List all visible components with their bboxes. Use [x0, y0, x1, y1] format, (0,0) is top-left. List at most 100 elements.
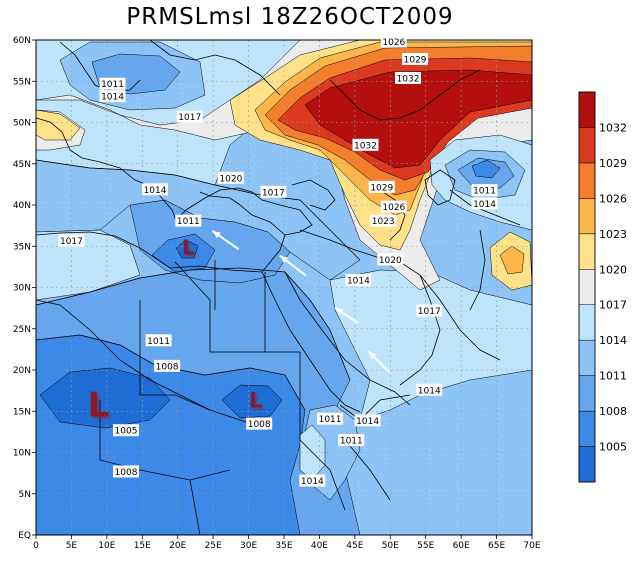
- isobar-label-text: 1014: [347, 277, 370, 287]
- low-marker-shadow: L: [251, 390, 264, 414]
- isobar-label-bg: [345, 274, 372, 287]
- low-marker-letter: L: [249, 388, 262, 412]
- isobar-label-bg: [352, 138, 379, 151]
- isobar-label: 1020: [217, 171, 244, 184]
- wind-arrow: [367, 350, 390, 373]
- low-marker-letter: L: [182, 235, 195, 259]
- isobar-label: 1029: [368, 180, 395, 193]
- colorbar-swatch: [578, 339, 596, 376]
- isobar-label-bg: [471, 197, 498, 210]
- isobar-label-text: 1026: [382, 38, 405, 48]
- isobar-label-bg: [338, 434, 365, 447]
- isobar-label-text: 1008: [156, 362, 179, 372]
- map-title: PRMSLmsl 18Z26OCT2009: [126, 4, 454, 30]
- x-tick-label: 0: [33, 541, 39, 551]
- isobar-label: 1017: [260, 185, 287, 198]
- isobar-label-text: 1029: [370, 183, 393, 193]
- isobar-label-text: 1017: [178, 113, 201, 123]
- isobar-label: 1020: [377, 253, 404, 266]
- wind-arrow-head: [213, 231, 221, 239]
- field-1005-med: [175, 239, 199, 259]
- isobar-label-text: 1017: [262, 188, 285, 198]
- isobar-label-text: 1011: [147, 337, 170, 347]
- isobar-label-text: 1014: [144, 186, 167, 196]
- isobar-label-bg: [246, 417, 273, 430]
- colorbar-swatch: [578, 233, 596, 270]
- isobar-label: 1011: [471, 184, 498, 197]
- isobar-label-text: 1011: [473, 187, 496, 197]
- x-tick-label: 5E: [66, 541, 78, 551]
- isobar-label-text: 1020: [379, 256, 402, 266]
- y-tick-label: 10N: [13, 449, 31, 459]
- isobar-label-bg: [142, 183, 169, 196]
- isobar-label: 1014: [142, 183, 169, 196]
- field-1026-east: [499, 245, 525, 275]
- isobar-label-text: 1008: [248, 420, 271, 430]
- colorbar-swatch: [578, 269, 596, 305]
- x-tick-label: 65E: [488, 541, 505, 551]
- isobar-labels: 1026 1029 1032 1011 1014 1017 1032 1020 1017 1014…: [58, 35, 498, 487]
- isobar-label-bg: [354, 414, 381, 427]
- x-tick-label: 40E: [311, 541, 328, 551]
- isobar-label-text: 1026: [382, 203, 405, 213]
- isobar-label: 1017: [176, 110, 203, 123]
- isobar-label-text: 1014: [356, 417, 379, 427]
- colorbar-swatch: [578, 91, 596, 128]
- x-tick-label: 10E: [98, 541, 115, 551]
- isobar-label-text: 1029: [404, 55, 427, 65]
- isobar-label-text: 1005: [115, 427, 138, 437]
- colorbar-swatch: [578, 375, 596, 412]
- field-1017-westmed: [36, 229, 141, 301]
- x-tick-label: 45E: [346, 541, 363, 551]
- y-tick-label: EQ: [18, 531, 31, 541]
- x-tick-label: 70E: [523, 541, 540, 551]
- low-pressure-marker: LL: [249, 388, 264, 414]
- isobar-label: 1014: [471, 197, 498, 210]
- colorbar-label: 1026: [599, 192, 627, 205]
- colorbar: 1005 1008 1011 1014 1017 1020 1023 1026 1029 1032: [578, 91, 627, 483]
- isobar-label: 1008: [154, 359, 181, 372]
- isobar-label-bg: [176, 110, 203, 123]
- field-1023-west: [36, 109, 81, 141]
- x-tick-label: 25E: [205, 541, 222, 551]
- field-1005-west: [39, 367, 171, 429]
- y-tick-label: 50N: [13, 119, 31, 129]
- isobar-label-text: 1032: [354, 141, 377, 151]
- x-tick-label: 60E: [453, 541, 470, 551]
- isobar-label-bg: [217, 171, 244, 184]
- isobar-label-text: 1032: [397, 74, 420, 84]
- isobar-label-bg: [370, 214, 397, 227]
- isobar-label: 1011: [145, 334, 172, 347]
- isobar-label-text: 1011: [101, 80, 124, 90]
- isobar-label: 1005: [112, 424, 139, 437]
- colorbar-label: 1020: [599, 263, 627, 276]
- isobar-label-bg: [416, 304, 443, 317]
- isobar-label: 1008: [246, 417, 273, 430]
- low-marker-shadow: L: [90, 388, 112, 428]
- isobar-label-text: 1014: [101, 93, 124, 103]
- isobar-label-bg: [368, 180, 395, 193]
- isobar-label-bg: [175, 214, 202, 227]
- isobar-label: 1026: [380, 200, 407, 213]
- isobar-label-bg: [99, 90, 126, 103]
- colorbar-swatch: [578, 304, 596, 341]
- wind-arrow-head: [280, 256, 289, 264]
- y-tick-label: 55N: [13, 77, 31, 87]
- coastlines: [36, 40, 521, 535]
- wind-arrow-head: [335, 308, 344, 315]
- wind-arrow: [279, 255, 307, 277]
- plot-area: [36, 40, 532, 535]
- isobar-label: 1011: [338, 434, 365, 447]
- isobar-label-text: 1011: [319, 415, 342, 425]
- isobar-label-text: 1011: [340, 437, 363, 447]
- low-marker-shadow: L: [184, 237, 197, 261]
- isobar-label: 1014: [345, 274, 372, 287]
- isobar-label: 1008: [112, 465, 139, 478]
- wind-arrow: [334, 307, 359, 324]
- colorbar-label: 1011: [599, 370, 627, 383]
- isobar-label-bg: [58, 234, 85, 247]
- low-pressure-marker: LL: [88, 386, 112, 428]
- colorbar-label: 1032: [599, 121, 627, 134]
- isobar-label: 1011: [175, 214, 202, 227]
- axis-ticks: 0 5E 10E 15E 20E 25E 30E 35E 40E 45E 50E 55E 60E 65E 7…: [13, 36, 541, 551]
